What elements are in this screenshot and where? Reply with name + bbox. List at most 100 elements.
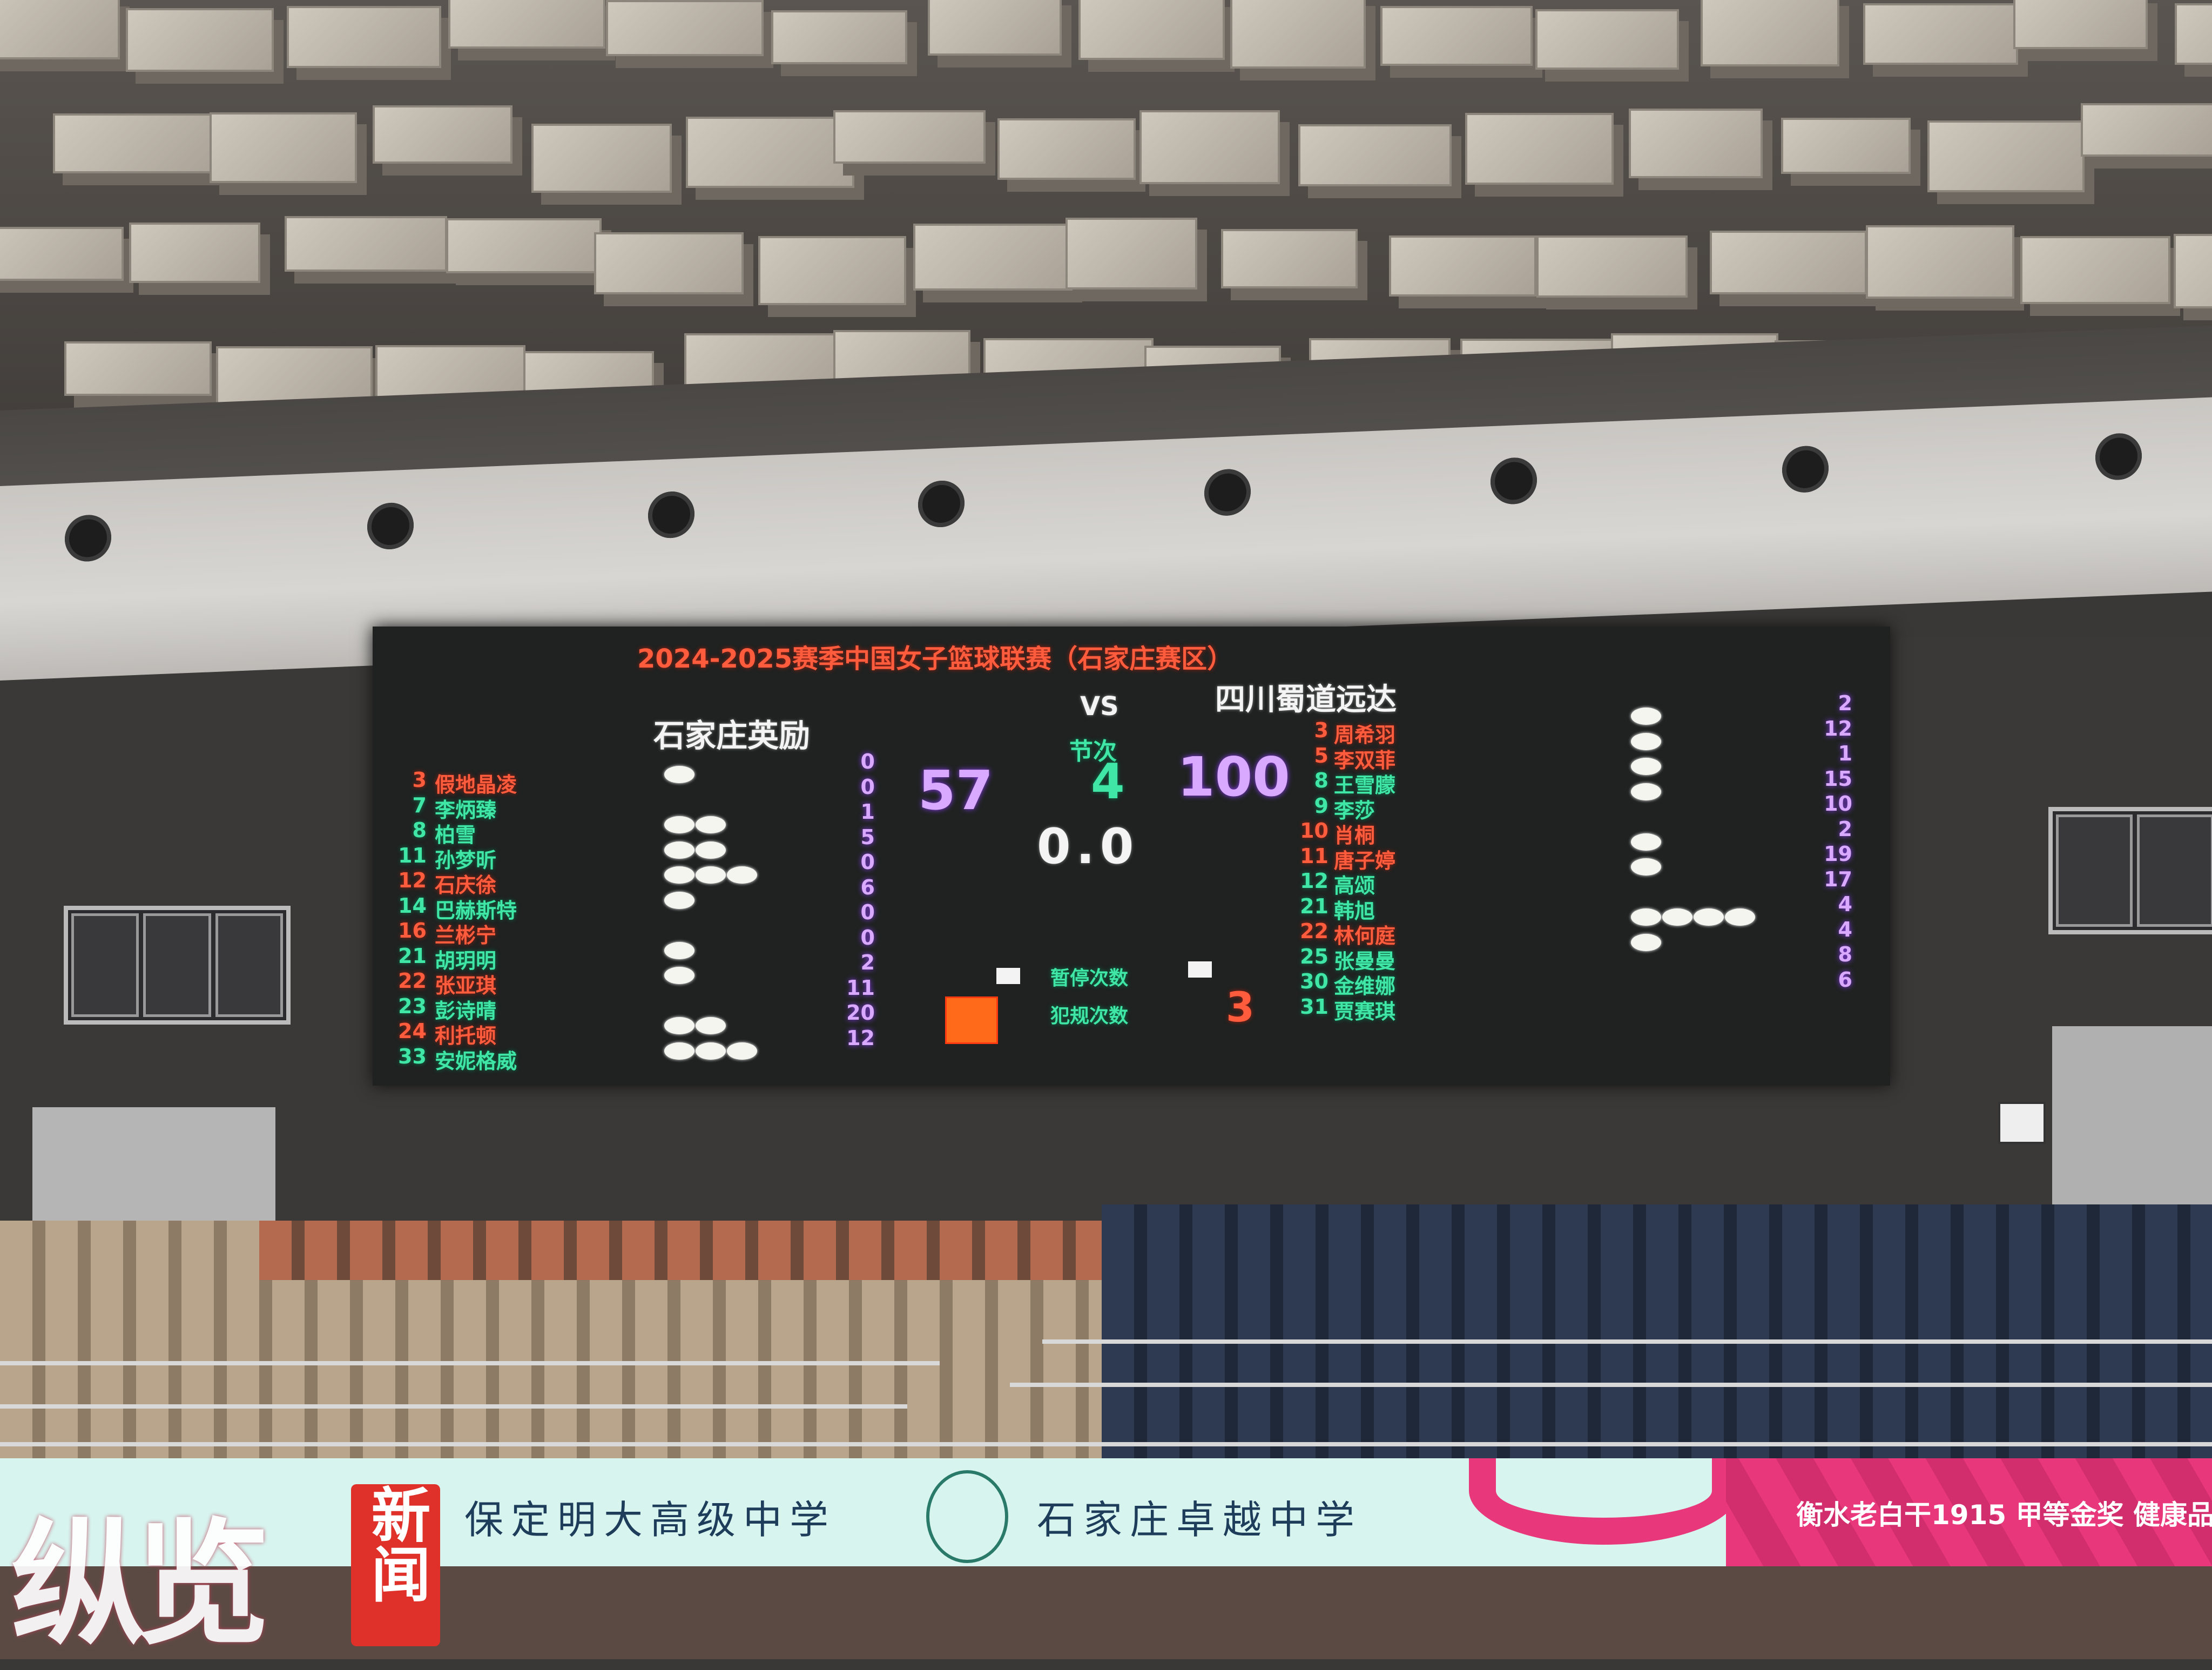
ceiling-panel [2020,235,2171,304]
ceiling-panel [1535,9,1680,70]
foul-dot [1631,858,1661,876]
foul-dot [664,891,694,909]
player-name: 张曼曼 [1334,949,1396,973]
player-name: 金维娜 [1334,974,1396,998]
banner-school-2: 石家庄卓越中学 [1037,1497,1363,1543]
ceiling-light [1782,445,1829,494]
player-points: 1 [860,800,875,824]
ceiling-panel [1927,120,2085,192]
player-name: 石庆徐 [435,873,497,897]
player-number: 10 [1300,819,1328,843]
foul-dot [1631,833,1661,851]
player-name: 高颂 [1334,874,1375,898]
sponsor-banner: 衡水老白干1915 甲等金奖 健康品质 [1726,1458,2212,1566]
watermark-logo: 纵览 [11,1506,270,1663]
player-points: 11 [846,975,875,1000]
foul-dot [1694,908,1724,926]
foul-dot [1631,732,1661,750]
player-points: 15 [1824,766,1852,791]
foul-dot [664,841,694,859]
player-number: 9 [1314,793,1328,818]
player-points: 8 [1838,942,1852,966]
player-number: 30 [1300,969,1328,993]
team-fouls-value: 3 [1226,983,1255,1031]
player-points: 20 [846,1001,875,1025]
railing [1010,1383,2212,1387]
player-points: 12 [1824,716,1852,740]
player-name: 兰彬宁 [435,924,497,947]
player-number: 23 [398,994,427,1018]
ceiling-panel [1221,229,1358,289]
player-points: 0 [860,750,875,773]
foul-dot [664,766,694,783]
foul-dot [696,866,726,884]
player-number: 12 [1300,869,1328,893]
player-points: 6 [860,875,875,899]
ceiling-panel [2175,3,2212,65]
foul-dot [664,1042,694,1060]
player-points: 10 [1824,792,1852,816]
ceiling-panel [0,0,120,60]
player-points: 12 [846,1026,875,1050]
player-name: 假地晶凌 [435,773,517,797]
home-team-name: 石家庄英励 [653,717,811,754]
vs-label: VS [1080,691,1119,722]
ceiling-panel [284,216,447,272]
ceiling-panel [2174,234,2212,308]
period-label: 节次 [1069,738,1117,765]
player-name: 柏雪 [435,823,476,847]
player-name: 肖桐 [1334,824,1375,847]
foul-dot [1662,908,1692,926]
ceiling-panel [52,113,222,173]
player-number: 7 [412,793,427,817]
player-name: 林何庭 [1334,924,1396,948]
ceiling-panel [1065,217,1198,289]
game-clock: 0.0 [1037,818,1139,875]
player-name: 孙梦昕 [435,848,497,872]
player-points: 2 [1838,817,1852,841]
foul-dot [696,1017,726,1034]
ceiling-panel [771,10,907,64]
seating-right [1102,1204,2212,1464]
foul-dot [696,1042,726,1060]
ceiling-light [65,514,111,563]
player-number: 33 [398,1044,427,1068]
ceiling-panel [1628,108,1763,179]
ceiling-panel [685,116,855,188]
ceiling-panel [64,341,212,396]
player-points: 0 [860,900,875,924]
ceiling [0,0,2212,486]
foul-dot [1631,758,1661,775]
player-number: 11 [1300,844,1328,868]
foul-dot [664,941,694,959]
foul-dot [1725,908,1755,926]
player-number: 8 [412,818,427,842]
player-number: 14 [398,893,427,918]
foul-dot [696,816,726,833]
ceiling-light [918,480,965,528]
player-points: 0 [860,850,875,874]
ceiling-panel [372,105,512,164]
sponsor-text: 衡水老白干1915 甲等金奖 健康品质 [1796,1499,2212,1531]
player-points: 5 [860,825,875,849]
ceiling-panel [594,232,744,294]
ceiling-panel [0,226,124,281]
player-points: 4 [1838,892,1852,916]
player-points: 0 [860,925,875,950]
ceiling-panel [531,123,672,193]
player-name: 李莎 [1334,798,1375,823]
railing [0,1404,907,1409]
lower-wall [0,1566,2212,1659]
ceiling-panel [758,236,906,305]
ceiling-light [648,490,694,539]
foul-dot [664,866,694,884]
news-badge: 新闻 [351,1484,440,1646]
ceiling-panel [1298,124,1452,187]
player-name: 贾赛琪 [1334,999,1396,1023]
player-name: 巴赫斯特 [435,898,517,922]
ceiling-panel [2013,0,2148,49]
player-name: 李双菲 [1334,748,1396,772]
ceiling-panel [997,118,1136,180]
ceiling-panel [1700,0,1839,66]
railing [1042,1339,2212,1344]
